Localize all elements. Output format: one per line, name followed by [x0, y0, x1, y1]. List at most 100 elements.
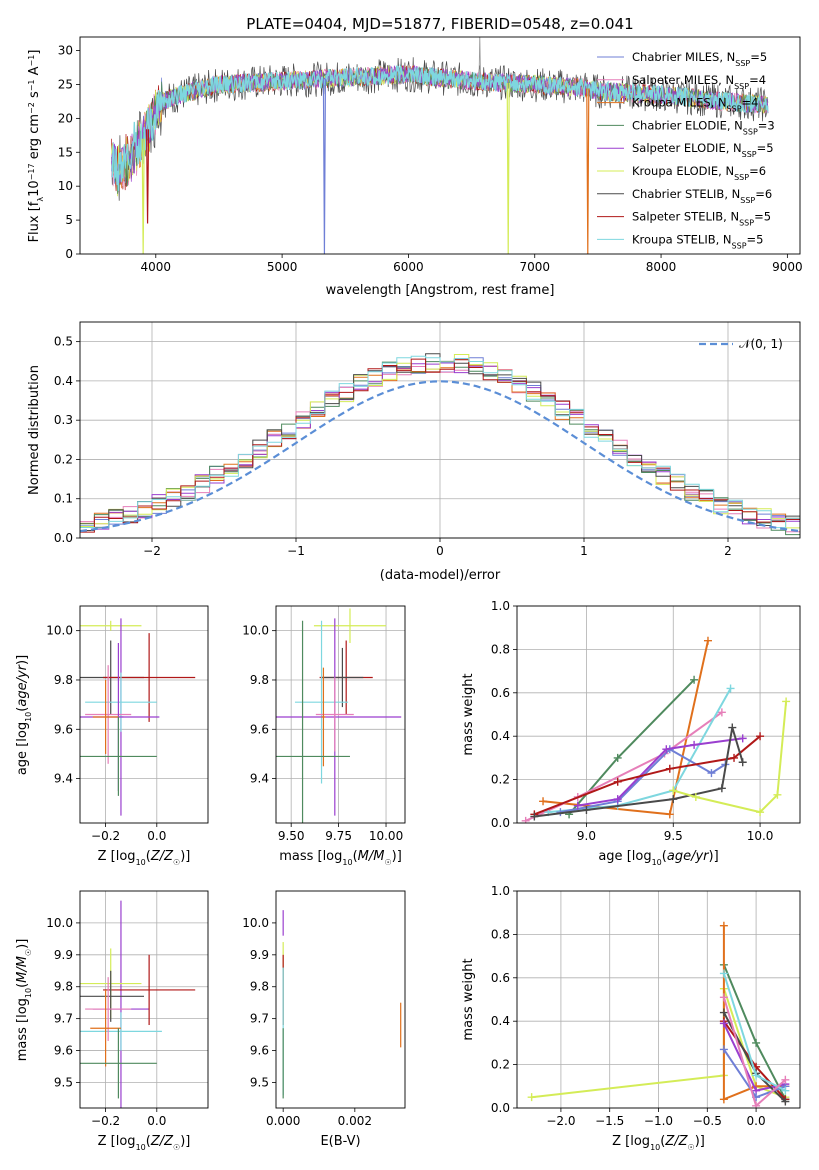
axes-frame — [79, 890, 209, 1109]
weight-marker-chabrier_stelib — [669, 795, 678, 804]
x-tick-label: 7000 — [519, 260, 550, 274]
weight-marker-chabrier_stelib — [530, 812, 539, 821]
x-tick-label: 9.75 — [325, 829, 352, 843]
x-axis-label: E(B-V) — [320, 1134, 360, 1149]
panel-age_vs_mass: 9.50 9.75 10.00 9.4 9.6 9.8 10.0 mass [log10(M/… — [242, 605, 406, 867]
legend-entry-salpeter_elodie: Salpeter ELODIE, NSSP=5 — [632, 141, 774, 159]
weight-marker-salpeter_miles — [717, 708, 726, 717]
weight-marker-salpeter_elodie — [719, 1019, 728, 1028]
weight-marker-kroupa_stelib — [752, 1071, 761, 1080]
x-axis-label: age [log10(age/yr)] — [598, 849, 718, 867]
y-axis-label: Normed distribution — [27, 365, 42, 495]
x-tick-label: −2 — [143, 544, 161, 558]
plot-area-weight_vs_Z — [527, 921, 790, 1108]
weight-marker-kroupa_miles — [703, 636, 712, 645]
plot-area-weight_vs_age — [521, 636, 791, 823]
panel-spectrum: 4000 5000 6000 7000 8000 9000 0 5 10 15 20 25 30 wave… — [27, 36, 803, 298]
weight-marker-kroupa_miles — [719, 1095, 728, 1104]
x-tick-label: 0.002 — [338, 1114, 372, 1128]
weight-marker-salpeter_miles — [521, 816, 530, 823]
weight-marker-kroupa_elodie — [756, 808, 765, 817]
weight-marker-kroupa_elodie — [782, 697, 791, 706]
y-tick-label: 9.4 — [250, 772, 269, 786]
y-axis-label: Flux [fλ10−17 erg cm−2 s−1 A−1] — [27, 50, 45, 243]
y-tick-label: 9.5 — [250, 1075, 269, 1089]
y-axis-label: mass [log10(M/M☉)] — [15, 939, 33, 1062]
weight-marker-salpeter_miles — [719, 993, 728, 1002]
x-tick-label: 8000 — [646, 260, 677, 274]
histogram-salpeter_stelib — [80, 358, 800, 533]
weight-marker-salpeter_stelib — [730, 753, 739, 762]
axes-frame — [79, 321, 801, 539]
y-tick-label: 1.0 — [491, 599, 510, 613]
x-tick-label: −2.0 — [546, 1114, 575, 1128]
weight-marker-chabrier_stelib — [717, 784, 726, 793]
weight-marker-salpeter_elodie — [613, 795, 622, 804]
axes-frame — [275, 605, 406, 824]
weight-marker-kroupa_stelib — [781, 1086, 790, 1095]
y-axis-label: age [log10(age/yr)] — [15, 655, 33, 775]
axes-frame — [275, 890, 406, 1109]
y-tick-label: 9.7 — [250, 1012, 269, 1026]
x-tick-label: −1.0 — [644, 1114, 673, 1128]
y-tick-label: 9.4 — [54, 772, 73, 786]
spectrum-dip — [141, 138, 145, 254]
y-tick-label: 0.3 — [54, 413, 73, 427]
x-tick-label: −1 — [287, 544, 305, 558]
weight-marker-kroupa_elodie — [773, 790, 782, 799]
x-tick-label: 10.0 — [747, 829, 774, 843]
weight-marker-kroupa_elodie — [691, 792, 700, 801]
y-tick-label: 9.6 — [250, 1044, 269, 1058]
x-axis-label: Z [log10(Z/Z☉)] — [98, 849, 191, 867]
x-tick-label: 1 — [580, 544, 588, 558]
y-tick-label: 0 — [65, 247, 73, 261]
weight-marker-chabrier_miles — [707, 769, 716, 778]
weight-marker-salpeter_miles — [752, 1101, 761, 1108]
y-tick-label: 0.2 — [491, 1058, 510, 1072]
figure-title: PLATE=0404, MJD=51877, FIBERID=0548, z=0… — [246, 15, 633, 33]
panel-weight_vs_Z: −2.0 −1.5 −1.0 −0.5 0.0 0.0 0.2 0.4 0.6 0.8 1.0 Z [… — [461, 884, 801, 1152]
x-tick-label: 5000 — [267, 260, 298, 274]
y-tick-label: 30 — [58, 44, 73, 58]
y-tick-label: 10.0 — [242, 624, 269, 638]
weight-line-salpeter_miles — [525, 711, 723, 822]
x-tick-label: −1.5 — [595, 1114, 624, 1128]
x-tick-label: 2 — [724, 544, 732, 558]
spectrum-dip — [145, 129, 150, 224]
x-tick-label: 0.0 — [747, 1114, 766, 1128]
weight-marker-salpeter_elodie — [738, 734, 747, 743]
x-axis-label: (data-model)/error — [380, 568, 501, 583]
legend-entry-kroupa_miles: Kroupa MILES, NSSP=4 — [632, 96, 758, 114]
normal-reference-curve — [80, 380, 800, 533]
y-tick-label: 0.0 — [491, 816, 510, 830]
y-tick-label: 9.6 — [54, 722, 73, 736]
plot-area-age_vs_mass — [276, 608, 402, 823]
legend-entry-salpeter_stelib: Salpeter STELIB, NSSP=5 — [632, 210, 771, 228]
histogram-kroupa_elodie — [80, 354, 800, 529]
x-tick-label: 9.50 — [278, 829, 305, 843]
y-tick-label: 9.9 — [250, 948, 269, 962]
y-tick-label: 10.0 — [46, 624, 73, 638]
panel-mass_vs_Z: −0.2 0.0 9.5 9.6 9.7 9.8 9.9 10.0 Z [log10(Z/Z☉)… — [15, 890, 209, 1152]
panel-mass_vs_EBV: 0.000 0.002 9.5 9.6 9.7 9.8 9.9 10.0 E(B-V) — [242, 890, 406, 1149]
spectrum-line-kroupa_stelib — [111, 63, 769, 191]
y-tick-label: 5 — [65, 213, 73, 227]
x-tick-label: 4000 — [141, 260, 172, 274]
y-tick-label: 9.8 — [250, 673, 269, 687]
weight-line-chabrier_stelib — [534, 727, 744, 818]
weight-marker-chabrier_elodie — [690, 675, 699, 684]
legend-entry-chabrier_stelib: Chabrier STELIB, NSSP=6 — [632, 187, 772, 205]
x-axis-label: Z [log10(Z/Z☉)] — [98, 1134, 191, 1152]
weight-marker-chabrier_elodie — [613, 753, 622, 762]
y-tick-label: 0.6 — [491, 686, 510, 700]
weight-marker-salpeter_stelib — [756, 732, 765, 741]
x-tick-label: 9.0 — [577, 829, 596, 843]
y-tick-label: 9.8 — [250, 980, 269, 994]
weight-line-kroupa_stelib — [548, 688, 732, 814]
y-tick-label: 0.8 — [491, 927, 510, 941]
weight-marker-chabrier_stelib — [738, 758, 747, 767]
axes-frame — [79, 605, 209, 824]
weight-marker-salpeter_elodie — [690, 740, 699, 749]
x-axis-label: wavelength [Angstrom, rest frame] — [326, 283, 555, 298]
